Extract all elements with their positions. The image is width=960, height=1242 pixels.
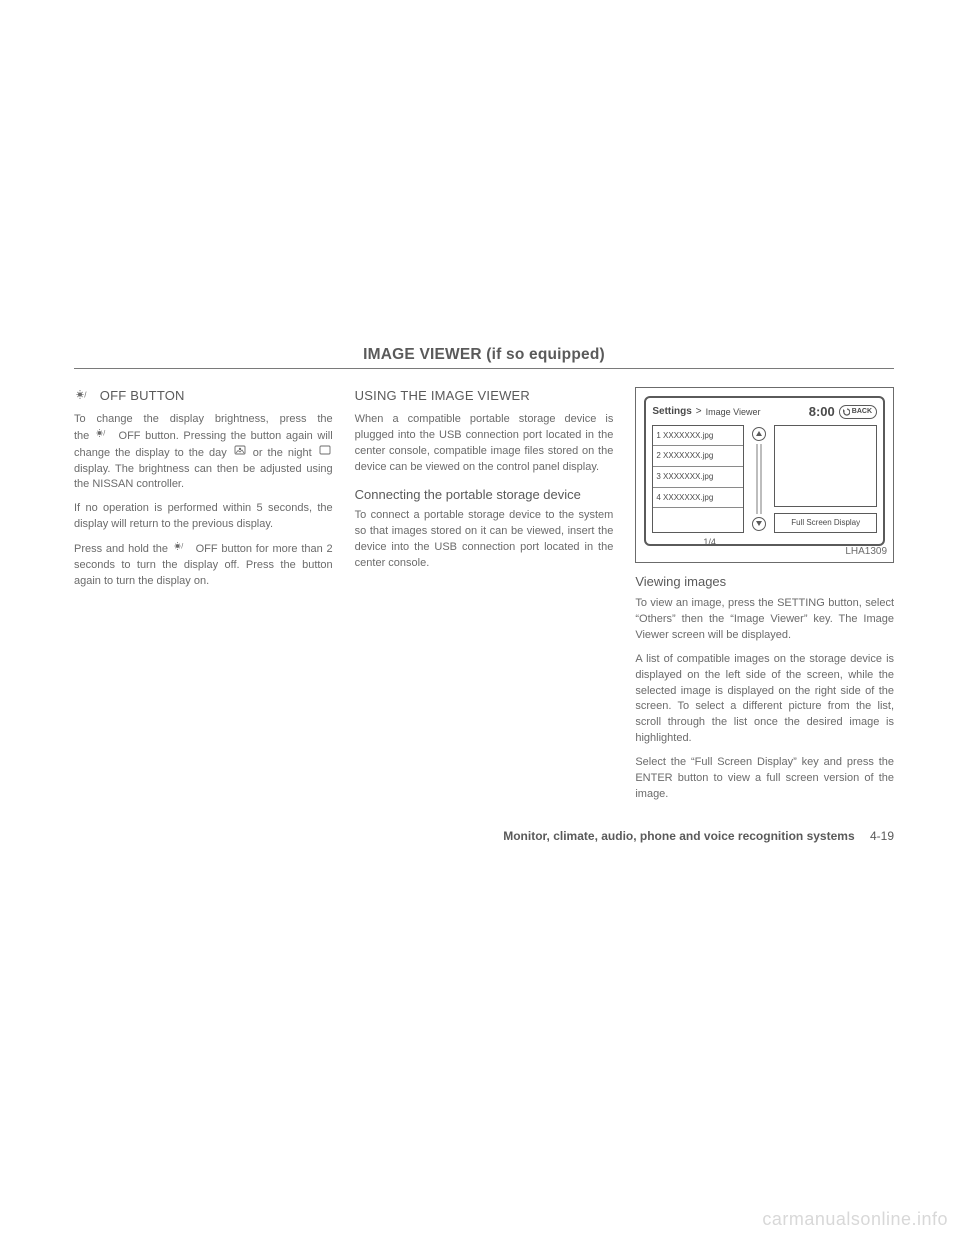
svg-text:/: /	[181, 543, 183, 551]
screen: Settings > Image Viewer 8:00 BACK 1 XXXX…	[644, 396, 885, 546]
columns: / OFF BUTTON To change the display brigh…	[74, 387, 894, 811]
col3-p2: A list of compatible images on the stora…	[635, 652, 894, 748]
back-arrow-icon	[842, 408, 850, 416]
col2-sub1: Connecting the portable storage device	[355, 486, 614, 505]
col1-heading-text: OFF BUTTON	[96, 388, 185, 403]
file-item[interactable]: 1 XXXXXXX.jpg	[653, 426, 743, 447]
brightness-icon: /	[76, 387, 94, 406]
svg-text:/: /	[103, 430, 105, 438]
scroll-track	[756, 444, 762, 514]
col1-p1a: To change the display brightness, press …	[74, 412, 333, 428]
column-3: Settings > Image Viewer 8:00 BACK 1 XXXX…	[635, 387, 894, 811]
breadcrumb-root: Settings	[652, 405, 691, 420]
preview-column: Full Screen Display	[774, 425, 877, 533]
fullscreen-button[interactable]: Full Screen Display	[774, 513, 877, 533]
clock: 8:00	[809, 403, 835, 422]
col1-p1c: or the night	[253, 447, 312, 459]
file-item[interactable]: 2 XXXXXXX.jpg	[653, 446, 743, 467]
section-title: IMAGE VIEWER (if so equipped)	[74, 346, 894, 364]
back-button[interactable]: BACK	[839, 405, 877, 419]
col1-p3: Press and hold the / OFF b	[74, 541, 333, 590]
preview-box	[774, 425, 877, 507]
pager: 1/4	[542, 536, 877, 549]
col1-p1-line2: the /	[74, 430, 333, 491]
file-list: 1 XXXXXXX.jpg 2 XXXXXXX.jpg 3 XXXXXXX.jp…	[652, 425, 744, 533]
scroll-up-button[interactable]	[752, 427, 766, 441]
file-item[interactable]: 4 XXXXXXX.jpg	[653, 488, 743, 509]
day-icon	[234, 445, 246, 461]
col1-p3a: Press and hold the	[74, 543, 168, 555]
breadcrumb-sep: >	[696, 405, 702, 420]
brightness-icon: /	[174, 541, 190, 557]
col3-p1: To view an image, press the SETTING butt…	[635, 596, 894, 644]
chevron-up-icon	[756, 431, 762, 436]
col2-p1: When a compatible portable storage devic…	[355, 412, 614, 476]
watermark: carmanualsonline.info	[762, 1209, 948, 1230]
col1-heading: / OFF BUTTON	[74, 387, 333, 406]
col3-sub1: Viewing images	[635, 573, 894, 592]
file-list-spacer	[653, 508, 743, 532]
column-1: / OFF BUTTON To change the display brigh…	[74, 387, 333, 811]
breadcrumb-sub: Image Viewer	[706, 406, 761, 419]
page-footer: Monitor, climate, audio, phone and voice…	[74, 829, 894, 843]
screen-body: 1 XXXXXXX.jpg 2 XXXXXXX.jpg 3 XXXXXXX.jp…	[652, 425, 877, 533]
figure-label: LHA1309	[845, 545, 887, 560]
scroll-column	[750, 425, 768, 533]
manual-page: IMAGE VIEWER (if so equipped) /	[74, 346, 894, 843]
col1-p1: To change the display brightness, press …	[74, 412, 333, 493]
column-2: USING THE IMAGE VIEWER When a compatible…	[355, 387, 614, 811]
svg-text:/: /	[84, 391, 87, 400]
col3-p3: Select the “Full Screen Display” key and…	[635, 755, 894, 803]
col2-heading: USING THE IMAGE VIEWER	[355, 387, 614, 406]
scroll-down-button[interactable]	[752, 517, 766, 531]
col1-p1d: display. The brightness can then be adju…	[74, 463, 333, 491]
section-rule	[74, 368, 894, 369]
figure-image-viewer: Settings > Image Viewer 8:00 BACK 1 XXXX…	[635, 387, 894, 563]
footer-text: Monitor, climate, audio, phone and voice…	[503, 829, 854, 843]
back-label: BACK	[852, 407, 872, 417]
brightness-icon: /	[96, 428, 112, 444]
night-icon	[319, 445, 331, 461]
page-number: 4-19	[870, 829, 894, 843]
col1-p2: If no operation is performed within 5 se…	[74, 501, 333, 533]
chevron-down-icon	[756, 521, 762, 526]
file-item[interactable]: 3 XXXXXXX.jpg	[653, 467, 743, 488]
screen-header: Settings > Image Viewer 8:00 BACK	[652, 403, 877, 422]
